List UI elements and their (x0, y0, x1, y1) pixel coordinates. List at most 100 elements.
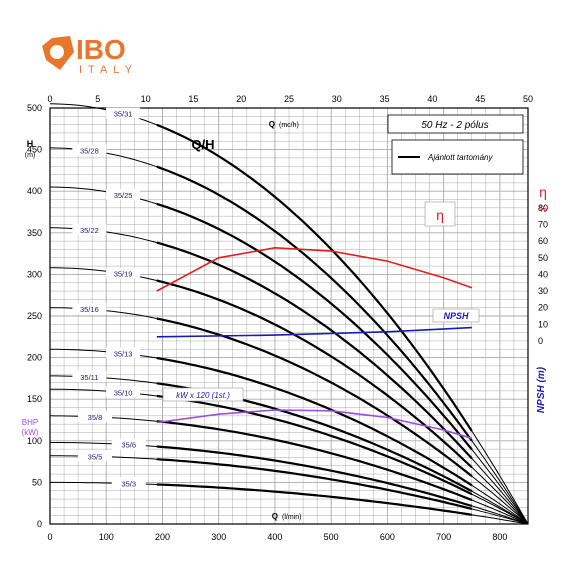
x-tick-label-top: 0 (47, 94, 52, 104)
x-tick-label-top: 50 (523, 94, 533, 104)
subtitle-box (387, 114, 524, 134)
y-tick-label-eta: 50 (538, 253, 548, 263)
series-label-bg (77, 410, 112, 422)
annotations: Q/H 50 Hz - 2 pólus Ajánlott tartomány (191, 114, 524, 175)
series-label-bg (106, 347, 141, 359)
chart-title: Q/H (191, 137, 214, 152)
series-label-bg (106, 267, 141, 279)
y-tick-label-eta: 10 (538, 319, 548, 329)
series-label-bg (72, 370, 107, 382)
brand-name: IBO (76, 34, 126, 65)
y-tick-label-eta: 70 (538, 219, 548, 229)
x-tick-label-bottom: 200 (155, 532, 170, 542)
series-label: 35/6 (121, 441, 136, 450)
logo-mark-hole-icon (50, 45, 64, 59)
npsh-label-box (432, 308, 480, 323)
series-label: 35/13 (114, 349, 133, 358)
pump-curves (49, 103, 529, 525)
x-bottom-axis-label: Q (272, 512, 278, 521)
y-tick-label-eta: 20 (538, 303, 548, 313)
eta-axis-symbol: η (539, 184, 547, 200)
eta-curve (156, 246, 473, 292)
series-label: 35/3 (121, 480, 136, 489)
npsh-label: NPSH (443, 311, 469, 321)
y-tick-label-left: 500 (27, 103, 42, 113)
pump-curve-recommended-range (156, 123, 473, 432)
series-label: 35/25 (114, 191, 133, 200)
x-tick-label-top: 15 (188, 94, 198, 104)
pump-curve-recommended-range (156, 445, 473, 507)
x-tick-label-top: 5 (95, 94, 100, 104)
pump-curve-recommended-range (156, 356, 473, 487)
bhp-axis-unit: (kW) (22, 428, 39, 437)
power-label-box (162, 387, 244, 402)
x-tick-label-bottom: 500 (324, 532, 339, 542)
x-tick-label-top: 35 (380, 94, 390, 104)
pump-curve-recommended-range (156, 165, 473, 442)
x-top-axis-unit: (mc/h) (279, 122, 299, 129)
x-tick-label-top: 10 (141, 94, 151, 104)
y-tick-label-left: 250 (27, 311, 42, 321)
x-tick-label-bottom: 100 (99, 532, 114, 542)
series-label-bg (111, 477, 146, 489)
plot-frame (49, 107, 529, 525)
y-tick-label-left: 450 (27, 145, 42, 155)
series-label: 35/5 (88, 452, 103, 461)
eta-label: η (436, 207, 444, 223)
series-label: 35/22 (80, 226, 99, 235)
y-tick-label-eta: 80 (538, 203, 548, 213)
series-label-bg (77, 450, 112, 462)
x-tick-label-top: 20 (236, 94, 246, 104)
pump-curve-recommended-range (156, 317, 473, 477)
x-tick-label-top: 25 (284, 94, 294, 104)
series-labels: 35/31 35/28 35/25 35/22 35/19 35/16 35/13 35/11… (72, 107, 146, 489)
x-bottom-axis-unit: (l/min) (282, 514, 301, 521)
pump-curve-recommended-range (156, 394, 473, 496)
ibo-logo: IBO ITALY (42, 34, 132, 76)
x-tick-label-bottom: 300 (211, 532, 226, 542)
x-top-axis-label: Q (269, 120, 275, 129)
pump-curve-recommended-range (156, 420, 473, 502)
y-tick-label-left: 200 (27, 353, 42, 363)
bhp-axis-label: BHP (22, 418, 38, 427)
series-label: 35/11 (80, 373, 98, 382)
y-tick-label-eta: 0 (538, 336, 543, 346)
x-tick-label-bottom: 700 (436, 532, 451, 542)
series-label: 35/19 (114, 270, 133, 279)
y-tick-label-left: 150 (27, 394, 42, 404)
pump-curve-recommended-range (156, 202, 473, 451)
pump-curve-recommended-range (156, 279, 473, 469)
series-label: 35/31 (114, 110, 133, 119)
eta-axis-unit: % (539, 204, 547, 214)
series-label: 35/28 (80, 146, 99, 155)
series-label: 35/16 (80, 305, 99, 314)
series-label-bg (72, 144, 107, 156)
x-tick-label-top: 40 (427, 94, 437, 104)
series-label-bg (72, 223, 107, 235)
series-label-bg (106, 107, 141, 119)
pump-curve-recommended-range (156, 458, 473, 510)
y-tick-label-left: 300 (27, 269, 42, 279)
pump-curve-recommended-range (156, 483, 472, 516)
auxiliary-curves: η NPSH kW x 120 (1st.) (156, 201, 480, 440)
series-label-bg (106, 188, 141, 200)
series-label-bg (111, 438, 146, 450)
y-tick-label-left: 50 (32, 477, 42, 487)
y-axis-label: H (27, 139, 34, 149)
x-tick-label-top: 30 (332, 94, 342, 104)
y-tick-label-left: 350 (27, 228, 42, 238)
x-tick-label-bottom: 800 (492, 532, 507, 542)
series-label-bg (72, 303, 107, 315)
eta-label-box (424, 201, 456, 227)
series-label-bg (106, 386, 141, 398)
power-curve (156, 409, 473, 440)
x-tick-label-bottom: 0 (47, 532, 52, 542)
y-axis-unit: (m) (25, 152, 36, 159)
x-tick-label-bottom: 600 (380, 532, 395, 542)
x-tick-label-top: 45 (475, 94, 485, 104)
y-tick-label-left: 0 (37, 519, 42, 529)
y-tick-label-eta: 60 (538, 236, 548, 246)
series-label: 35/8 (88, 413, 103, 422)
